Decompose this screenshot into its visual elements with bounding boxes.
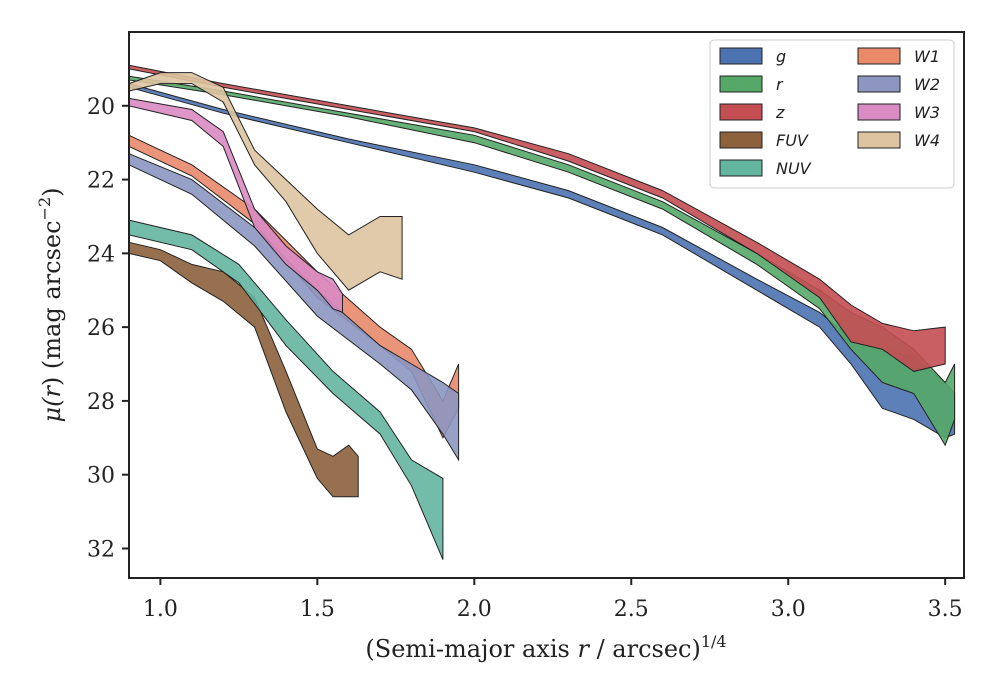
legend-label-w2: W2 (914, 75, 940, 94)
y-tick-label: 28 (87, 390, 115, 415)
legend-swatch-w4 (857, 131, 901, 149)
legend-label-r: r (776, 75, 784, 94)
legend-label-g: g (776, 47, 786, 66)
x-tick-label: 2.0 (457, 597, 492, 622)
x-tick-label: 3.0 (771, 597, 806, 622)
legend-swatch-w1 (857, 47, 901, 65)
y-tick-label: 32 (87, 537, 115, 562)
series-band-g (128, 82, 956, 439)
series-band-w4 (128, 72, 403, 291)
legend-swatch-w3 (857, 103, 901, 121)
legend-swatch-w2 (857, 75, 901, 93)
y-tick-label: 30 (87, 464, 115, 489)
plot-frame (128, 31, 965, 579)
legend-label-nuv: NUV (776, 159, 812, 178)
x-axis-label: (Semi-major axis r / arcsec)1/4 (365, 632, 726, 663)
legend-swatch-z (719, 103, 763, 121)
legend-swatch-g (719, 47, 763, 65)
y-tick-label: 24 (87, 242, 115, 267)
legend-label-fuv: FUV (776, 131, 809, 150)
y-tick-label: 26 (87, 316, 115, 341)
series-fills (128, 64, 956, 560)
legend-swatch-nuv (719, 159, 763, 177)
x-tick-label: 2.5 (614, 597, 649, 622)
series-band-w3 (128, 97, 343, 314)
series-band-fuv (128, 241, 359, 498)
legend-label-w4: W4 (914, 131, 940, 150)
series-band-nuv (128, 219, 444, 560)
series-band-z (128, 64, 946, 372)
x-axis-ticks: 1.0 1.5 2.0 2.5 3.0 3.5 (143, 578, 963, 622)
y-axis-ticks: 20 22 24 26 28 30 32 (87, 95, 129, 562)
series-band-r (128, 75, 956, 447)
legend-label-w3: W3 (914, 103, 940, 122)
y-axis-label: μ(r) (mag arcsec−2) (35, 187, 66, 422)
legend-label-z: z (775, 103, 785, 122)
x-tick-label: 3.5 (928, 597, 963, 622)
legend-label-w1: W1 (914, 47, 940, 66)
legend: grz FUV NUV W1 W2 W3 W4 (709, 39, 955, 189)
x-tick-label: 1.0 (143, 597, 178, 622)
legend-swatch-fuv (719, 131, 763, 149)
y-tick-label: 20 (87, 95, 115, 120)
x-tick-label: 1.5 (300, 597, 335, 622)
legend-swatch-r (719, 75, 763, 93)
y-tick-label: 22 (87, 169, 115, 194)
